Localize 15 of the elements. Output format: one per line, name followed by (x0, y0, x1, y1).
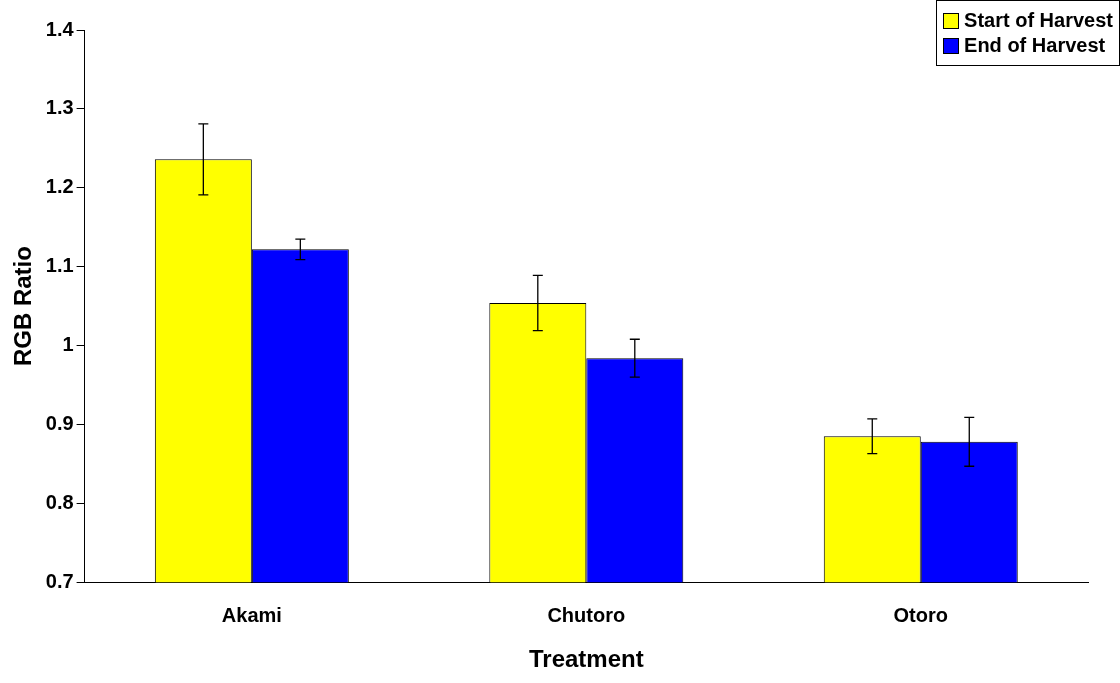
y-tick-label: 0.7 (45, 569, 74, 592)
y-tick-label: 1.2 (45, 175, 74, 198)
y-tick-label: 0.8 (45, 490, 74, 513)
y-tick-label: 0.9 (45, 411, 74, 434)
x-tick-label: Chutoro (547, 603, 626, 626)
y-tick-label: 1 (62, 333, 74, 356)
y-tick-label: 1.1 (45, 254, 74, 277)
x-axis-title: Treatment (528, 645, 644, 673)
y-axis-title: RGB Ratio (9, 246, 37, 367)
y-tick-label: 1.4 (45, 17, 75, 40)
legend-label: End of Harvest (964, 34, 1106, 57)
x-tick-label: Otoro (893, 603, 948, 626)
x-tick-label: Akami (221, 603, 282, 626)
legend-label: Start of Harvest (964, 9, 1113, 32)
y-tick-label: 1.3 (45, 96, 74, 119)
